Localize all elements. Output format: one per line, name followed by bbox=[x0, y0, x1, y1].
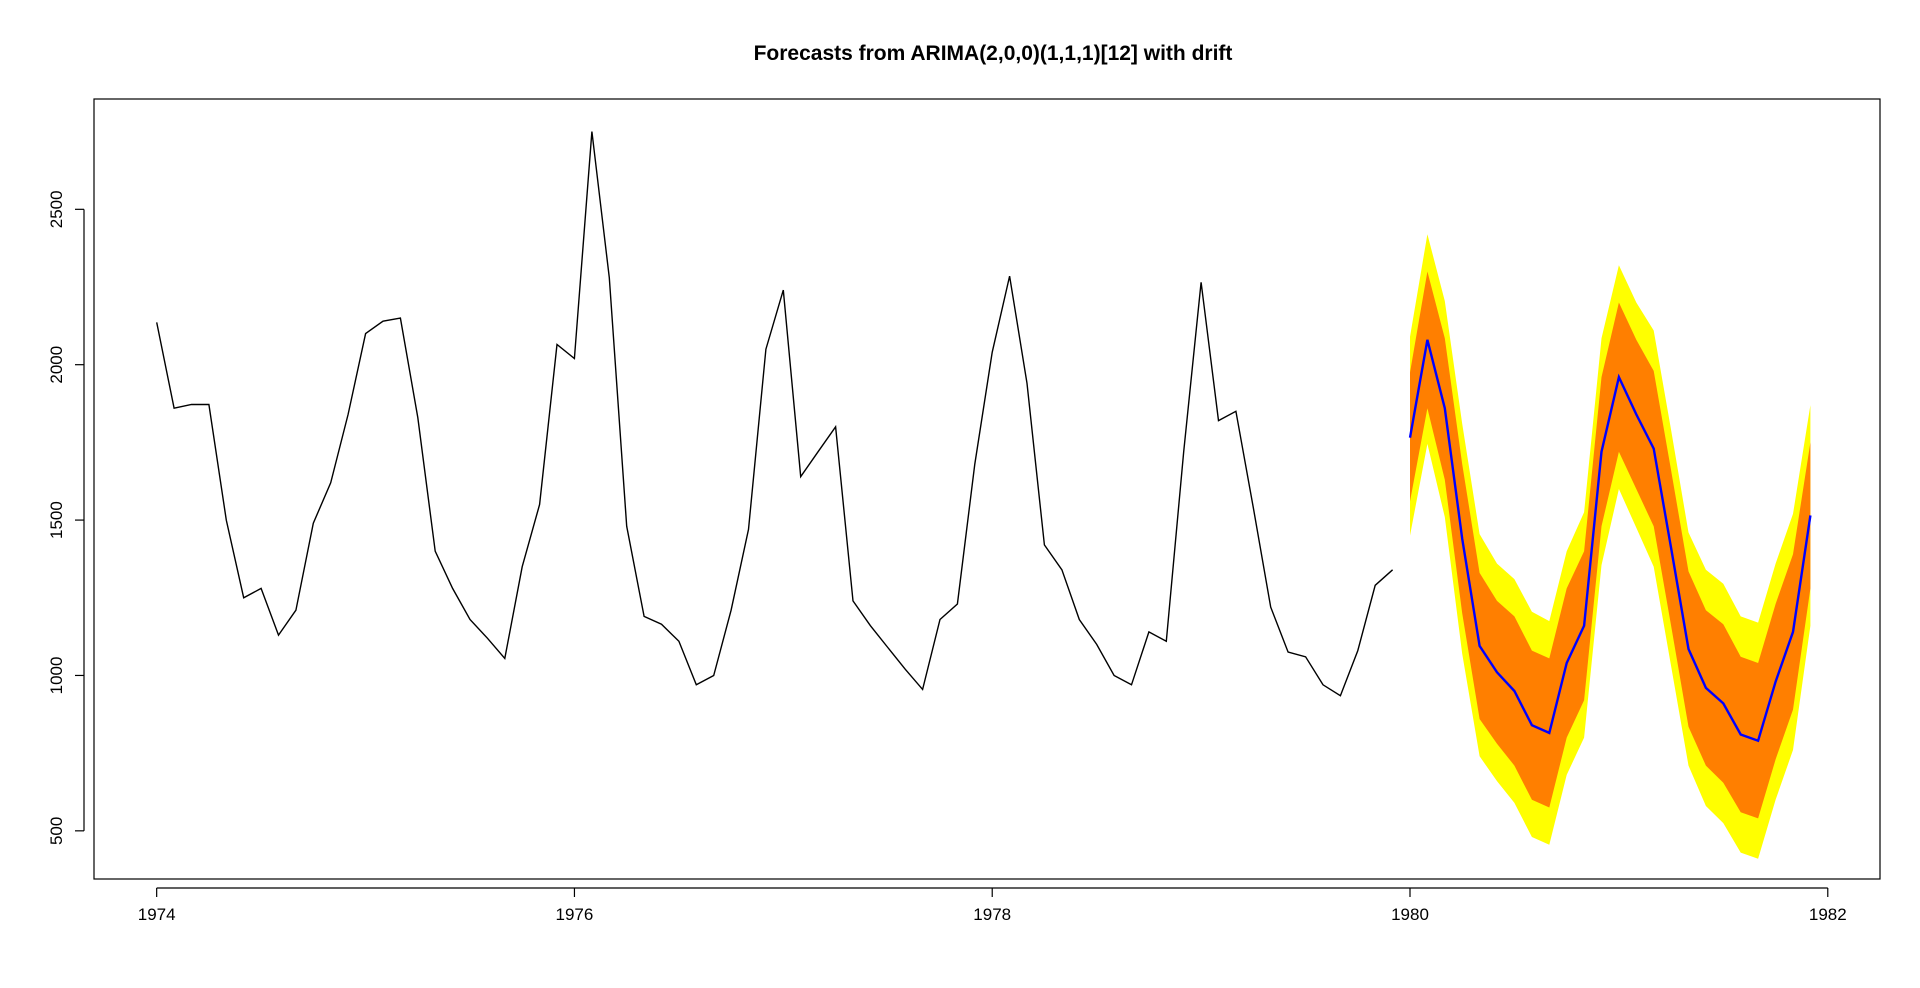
x-tick-label: 1982 bbox=[1809, 905, 1847, 924]
chart-title: Forecasts from ARIMA(2,0,0)(1,1,1)[12] w… bbox=[754, 42, 1233, 65]
interval-80-band bbox=[1410, 271, 1811, 819]
x-tick-label: 1976 bbox=[556, 905, 594, 924]
x-axis: 1974 1976 1978 1980 1982 bbox=[138, 887, 1847, 924]
forecast-mean-line bbox=[1408, 339, 1812, 743]
x-tick-label: 1974 bbox=[138, 905, 176, 924]
x-tick-label: 1980 bbox=[1391, 905, 1429, 924]
x-tick-label: 1978 bbox=[973, 905, 1011, 924]
y-tick-label: 1000 bbox=[47, 657, 66, 695]
observed-series-line bbox=[156, 131, 1394, 697]
y-tick-label: 500 bbox=[47, 817, 66, 845]
series-lines bbox=[156, 131, 1812, 743]
y-tick-label: 2500 bbox=[47, 190, 66, 228]
y-axis: 500 1000 1500 2000 2500 bbox=[47, 190, 85, 845]
y-tick-label: 2000 bbox=[47, 346, 66, 384]
plot-frame bbox=[93, 98, 1881, 880]
y-tick-label: 1500 bbox=[47, 501, 66, 539]
prediction-intervals bbox=[1410, 234, 1811, 859]
